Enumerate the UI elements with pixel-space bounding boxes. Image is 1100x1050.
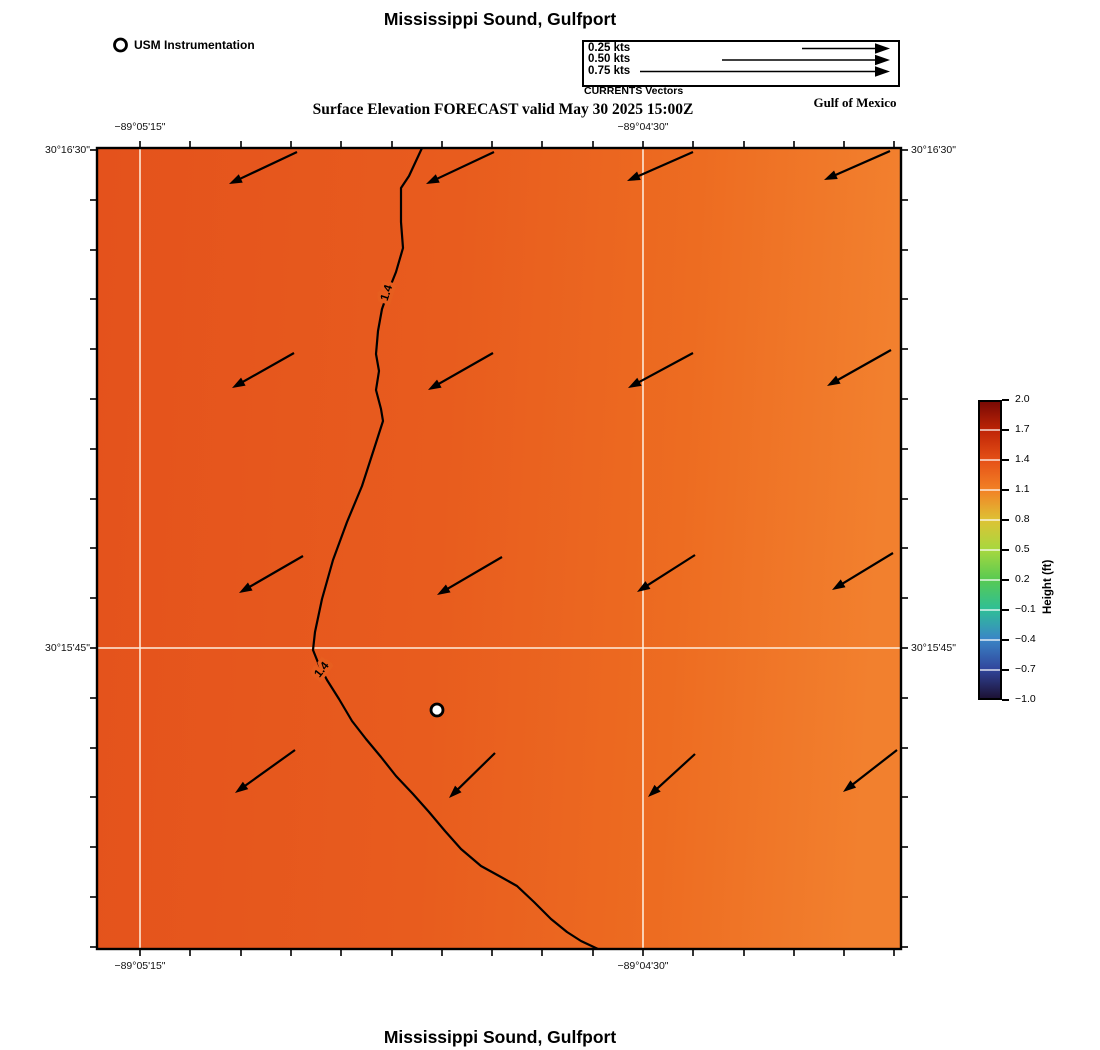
colorbar-tick [1002,609,1009,611]
colorbar-tick [1002,579,1009,581]
y-axis-label-right-north: 30°16'30" [911,144,956,156]
colorbar-tick [1002,459,1009,461]
current-vector-arrow-shaft [655,753,696,791]
colorbar-gridline [980,489,1000,491]
colorbar-tick [1002,549,1009,551]
current-vector-arrow-head [426,174,440,184]
colorbar-tick [1002,699,1009,701]
current-vector-arrow-head [428,379,442,390]
colorbar-tick-label: −0.7 [1015,663,1036,675]
current-vector-arrow-shaft [851,749,898,787]
vector-scale-arrow-head [875,66,890,77]
region-label: Gulf of Mexico [813,95,897,110]
current-vector-arrow-head [239,582,253,593]
current-vector-arrow-shaft [456,752,496,792]
vector-legend-caption: CURRENTS Vectors [584,85,684,97]
current-vector-arrow-shaft [247,555,304,589]
y-axis-label-right-south: 30°15'45" [911,642,956,654]
colorbar-tick [1002,429,1009,431]
colorbar-tick-label: −0.4 [1015,633,1036,645]
colorbar-tick [1002,639,1009,641]
x-axis-label-bottom-east: −89°04'30" [617,960,669,972]
colorbar-tick-label: 1.4 [1015,453,1030,465]
current-vector-arrow-shaft [437,352,494,386]
current-vector-arrow-head [824,170,838,180]
colorbar-tick [1002,519,1009,521]
current-vector-arrow-head [628,377,642,388]
y-axis-label-left-south: 30°15'45" [45,642,90,654]
colorbar-tick-label: −1.0 [1015,693,1036,705]
colorbar-gridline [980,609,1000,611]
colorbar-tick-label: 1.7 [1015,423,1030,435]
vector-scale-label-025: 0.25 kts [588,41,631,54]
current-vector-arrow-shaft [435,151,495,181]
colorbar-gridline [980,459,1000,461]
colorbar-tick [1002,489,1009,491]
colorbar-tick-label: −0.1 [1015,603,1036,615]
page-title: Mississippi Sound, Gulfport [383,9,617,29]
vector-scale-arrow-head [875,54,890,66]
colorbar-tick-label: 1.1 [1015,483,1030,495]
colorbar-title: Height (ft) [1042,559,1054,614]
map-surface [97,148,901,949]
forecast-subtitle: Surface Elevation FORECAST valid May 30 … [312,101,694,118]
colorbar-gridline [980,669,1000,671]
vector-scale-arrow-head [875,43,890,54]
station-marker [429,702,445,718]
current-vector-arrow-head [437,584,451,595]
colorbar-tick-label: 0.2 [1015,573,1030,585]
x-axis-label-top-east: −89°04'30" [617,121,669,133]
current-vector-arrow-shaft [241,352,295,384]
y-axis-label-left-north: 30°16'30" [45,144,90,156]
current-vector-arrow-head [235,781,249,793]
x-axis-label-top-west: −89°05'15" [114,121,166,133]
current-vector-arrow-shaft [840,552,894,586]
current-vector-arrow-head [637,581,651,592]
instrument-legend-label: USM Instrumentation [134,38,255,52]
current-vector-arrow-shaft [445,556,503,591]
current-vector-arrow-shaft [636,150,694,178]
current-vector-arrow-head [843,780,857,792]
colorbar-tick-label: 2.0 [1015,393,1030,405]
current-vector-arrow-head [229,174,243,184]
bottom-title: Mississippi Sound, Gulfport [383,1027,617,1047]
vector-scale-label-050: 0.50 kts [588,53,631,65]
colorbar-gridline [980,639,1000,641]
current-vector-arrow-shaft [833,149,891,177]
x-axis-label-bottom-west: −89°05'15" [114,960,166,972]
vector-scale-legend-box [582,40,900,87]
colorbar-gridline [980,579,1000,581]
current-vector-arrow-shaft [645,554,696,588]
colorbar-gridline [980,429,1000,431]
current-vector-arrow-head [648,784,661,797]
current-vector-arrow-head [832,579,846,590]
current-vector-arrow-head [627,171,641,181]
elevation-contour-line [311,147,599,950]
colorbar-gridline [980,549,1000,551]
current-vector-arrow-head [232,377,246,388]
vector-scale-label-075: 0.75 kts [588,64,631,77]
current-vector-arrow-shaft [637,352,694,384]
map-border [95,146,903,951]
colorbar-tick [1002,669,1009,671]
colorbar-tick-label: 0.5 [1015,543,1030,555]
current-vector-arrow-shaft [836,349,892,382]
colorbar-tick [1002,399,1009,401]
instrument-legend-marker-icon [113,37,128,53]
colorbar-tick-label: 0.8 [1015,513,1030,525]
current-vector-arrow-head [449,785,462,798]
current-vector-arrow-shaft [243,749,296,788]
current-vector-arrow-head [827,375,841,386]
current-vector-arrow-shaft [238,151,298,181]
colorbar-gridline [980,519,1000,521]
